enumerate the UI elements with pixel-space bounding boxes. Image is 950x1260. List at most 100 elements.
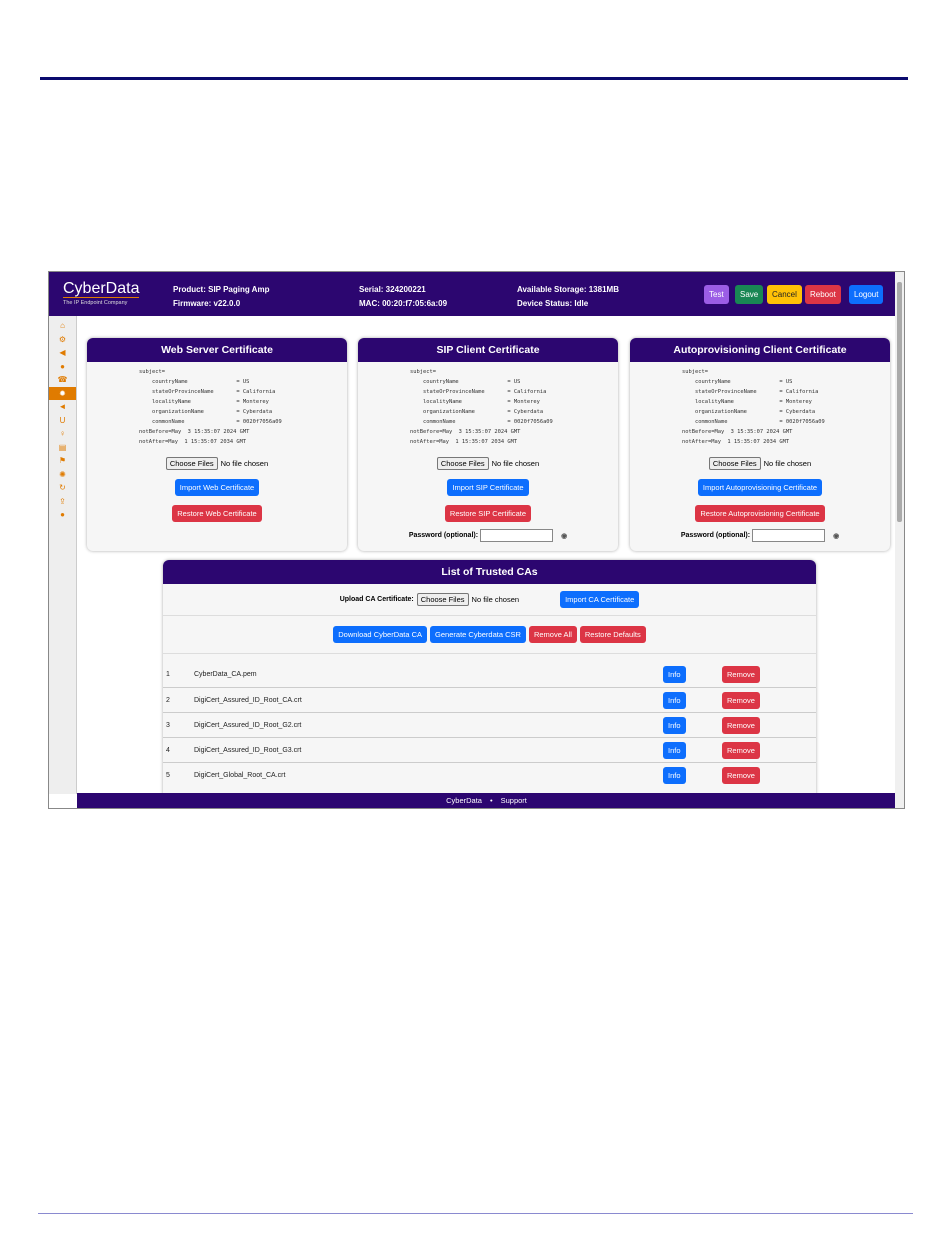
info-button[interactable]: Info (663, 766, 686, 784)
remove-button[interactable]: Remove (722, 741, 760, 759)
storage: Available Storage: 1381MB (517, 285, 619, 294)
footer-cyberdata-link[interactable]: CyberData (446, 796, 482, 805)
logout-button[interactable]: Logout (849, 285, 884, 304)
ca-filename: DigiCert_Global_Root_CA.crt (194, 771, 286, 779)
remove-all-button[interactable]: Remove All (528, 626, 577, 643)
password-input[interactable] (752, 529, 826, 542)
footer: CyberData • Support (77, 793, 896, 808)
brand-name: CyberData (63, 280, 140, 298)
upload-ca-label: Upload CA Certificate: (339, 596, 414, 603)
save-button[interactable]: Save (735, 285, 764, 304)
restore-defaults-button[interactable]: Restore Defaults (579, 626, 646, 643)
reboot-button[interactable]: Reboot (805, 285, 841, 304)
no-file-text: No file chosen (220, 459, 269, 468)
home-icon[interactable]: ⌂ (60, 321, 65, 331)
serial: Serial: 324200221 (359, 285, 426, 294)
alarm-icon[interactable]: ✺ (59, 469, 66, 479)
scrollbar-thumb[interactable] (897, 282, 902, 522)
info-button[interactable]: Info (663, 666, 686, 683)
remove-button[interactable]: Remove (722, 666, 760, 683)
gears-icon[interactable]: ⚙ (58, 334, 67, 344)
card-title: SIP Client Certificate (358, 338, 618, 362)
show-password-eye-icon[interactable]: ◉ (833, 532, 840, 540)
ca-filename: DigiCert_Assured_ID_Root_G3.crt (194, 746, 302, 754)
ca-no-file: No file chosen (471, 595, 520, 604)
refresh-icon[interactable]: ↻ (59, 483, 66, 493)
card-title: Autoprovisioning Client Certificate (630, 338, 890, 362)
remove-button[interactable]: Remove (722, 716, 760, 734)
magnet-icon[interactable]: U (59, 415, 66, 425)
device-status: Device Status: Idle (517, 299, 589, 308)
footer-support-link[interactable]: Support (500, 796, 527, 805)
ca-list-row: 5 DigiCert_Global_Root_CA.crt Info Remov… (163, 762, 816, 787)
document-icon[interactable]: ▤ (58, 442, 67, 452)
trusted-cas-title: List of Trusted CAs (163, 560, 816, 584)
phone-icon[interactable]: ☎ (57, 375, 68, 385)
screenshot-frame: CyberData The IP Endpoint Company Produc… (48, 271, 905, 809)
row-number: 5 (166, 771, 170, 779)
no-file-text: No file chosen (491, 459, 540, 468)
row-number: 1 (166, 671, 170, 678)
row-number: 3 (166, 721, 170, 729)
product: Product: SIP Paging Amp (173, 285, 270, 294)
download-cyberdata-ca-button[interactable]: Download CyberData CA (333, 626, 428, 643)
ca-filename: DigiCert_Assured_ID_Root_CA.crt (194, 696, 302, 704)
password-label: Password (optional): (680, 532, 751, 539)
row-number: 4 (166, 746, 170, 754)
remove-button[interactable]: Remove (722, 691, 760, 709)
choose-files-button[interactable]: Choose Files (708, 457, 761, 470)
ca-list-row: 4 DigiCert_Assured_ID_Root_G3.crt Info R… (163, 737, 816, 762)
trusted-cas-panel: List of Trusted CAs Upload CA Certificat… (163, 560, 816, 800)
show-password-eye-icon[interactable]: ◉ (561, 532, 568, 540)
certificate-card: Autoprovisioning Client Certificate subj… (630, 338, 890, 551)
info-button[interactable]: Info (663, 716, 686, 734)
generate-csr-button[interactable]: Generate Cyberdata CSR (430, 626, 526, 643)
flag-icon[interactable]: ⚑ (58, 456, 67, 466)
password-input[interactable] (480, 529, 554, 542)
restore-certificate-button[interactable]: Restore SIP Certificate (444, 505, 532, 522)
bulb-icon[interactable]: ♀ (59, 429, 66, 439)
remove-button[interactable]: Remove (722, 766, 760, 784)
restore-certificate-button[interactable]: Restore Web Certificate (172, 505, 262, 522)
choose-files-button[interactable]: Choose Files (165, 457, 218, 470)
certificate-card: SIP Client Certificate subject= countryN… (358, 338, 618, 551)
row-number: 2 (166, 696, 170, 704)
globe-icon[interactable]: ● (60, 361, 65, 371)
import-certificate-button[interactable]: Import SIP Certificate (447, 479, 529, 496)
info-button[interactable]: Info (663, 741, 686, 759)
mac: MAC: 00:20:f7:05:6a:09 (359, 299, 448, 308)
certificate-details: subject= countryName = US stateOrProvinc… (139, 369, 282, 445)
test-button[interactable]: Test (704, 285, 729, 304)
certificate-details: subject= countryName = US stateOrProvinc… (410, 369, 553, 445)
brand-tagline: The IP Endpoint Company (63, 300, 128, 306)
ca-choose-files-button[interactable]: Choose Files (416, 593, 469, 606)
scrollbar[interactable] (895, 272, 904, 808)
certificate-icon[interactable]: ✹ (49, 386, 76, 400)
footer-separator: • (489, 796, 493, 805)
import-certificate-button[interactable]: Import Autoprovisioning Certificate (697, 479, 823, 496)
card-title: Web Server Certificate (87, 338, 347, 362)
info-button[interactable]: Info (663, 691, 686, 709)
speaker-icon[interactable]: ◀ (59, 348, 66, 358)
header: CyberData The IP Endpoint Company Produc… (49, 272, 896, 316)
ca-filename: DigiCert_Assured_ID_Root_G2.crt (194, 721, 302, 729)
certificate-card: Web Server Certificate subject= countryN… (87, 338, 347, 551)
password-label: Password (optional): (408, 532, 479, 539)
firmware: Firmware: v22.0.0 (173, 299, 241, 308)
restore-certificate-button[interactable]: Restore Autoprovisioning Certificate (695, 505, 825, 522)
upload-icon[interactable]: ⇪ (59, 496, 66, 506)
megaphone-icon[interactable]: ◄ (58, 402, 67, 412)
sidebar: ⌂ ⚙ ◀ ● ☎ ✹ ◄ U ♀ ▤ ⚑ ✺ ↻ ⇪ ● (49, 316, 77, 794)
ca-list-row: 2 DigiCert_Assured_ID_Root_CA.crt Info R… (163, 687, 816, 712)
import-certificate-button[interactable]: Import Web Certificate (174, 479, 260, 496)
cancel-button[interactable]: Cancel (767, 285, 802, 304)
user-icon[interactable]: ● (60, 510, 65, 520)
ca-filename: CyberData_CA.pem (194, 671, 257, 678)
bottom-rule (38, 1213, 913, 1214)
top-rule (40, 77, 908, 80)
import-ca-button[interactable]: Import CA Certificate (560, 591, 640, 608)
no-file-text: No file chosen (763, 459, 812, 468)
ca-list-row: 1 CyberData_CA.pem Info Remove (163, 662, 816, 687)
choose-files-button[interactable]: Choose Files (436, 457, 489, 470)
logo: CyberData The IP Endpoint Company (63, 280, 140, 306)
